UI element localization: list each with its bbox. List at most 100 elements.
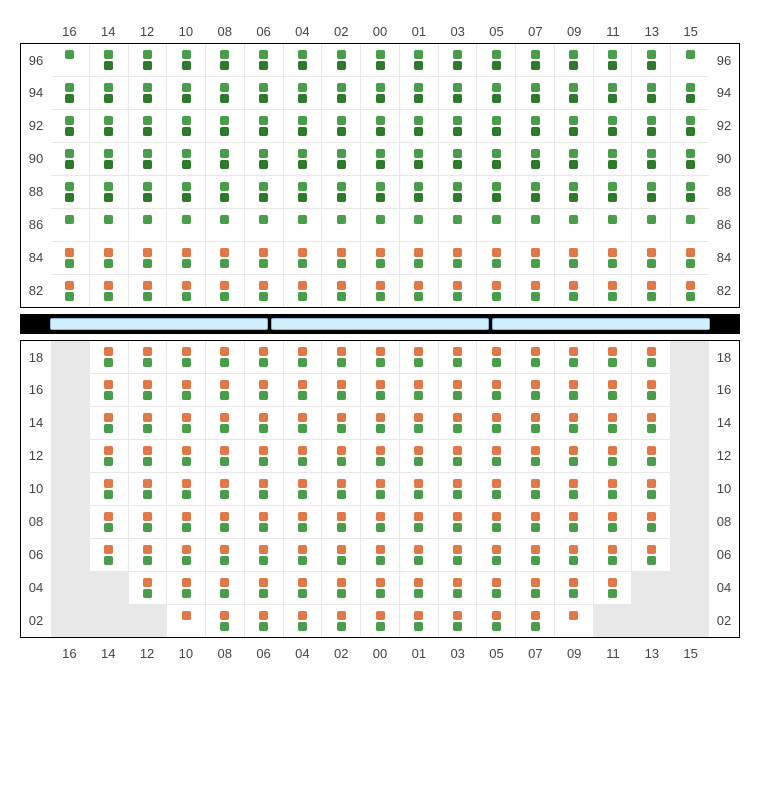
seat-cell[interactable] — [322, 209, 361, 241]
seat-cell[interactable] — [439, 374, 478, 406]
seat-cell[interactable] — [361, 539, 400, 571]
seat-cell[interactable] — [322, 539, 361, 571]
seat-cell[interactable] — [206, 539, 245, 571]
seat-cell[interactable] — [129, 275, 168, 307]
seat-cell[interactable] — [555, 605, 594, 637]
seat-cell[interactable] — [167, 440, 206, 472]
seat-cell[interactable] — [361, 605, 400, 637]
seat-cell[interactable] — [284, 407, 323, 439]
seat-cell[interactable] — [206, 110, 245, 142]
seat-cell[interactable] — [90, 539, 129, 571]
seat-cell[interactable] — [400, 407, 439, 439]
seat-cell[interactable] — [245, 143, 284, 175]
seat-cell[interactable] — [516, 44, 555, 76]
seat-cell[interactable] — [400, 506, 439, 538]
seat-cell[interactable] — [167, 110, 206, 142]
seat-cell[interactable] — [671, 110, 709, 142]
seat-cell[interactable] — [400, 374, 439, 406]
seat-cell[interactable] — [439, 44, 478, 76]
seat-cell[interactable] — [167, 407, 206, 439]
seat-cell[interactable] — [167, 374, 206, 406]
seat-cell[interactable] — [284, 374, 323, 406]
seat-cell[interactable] — [400, 110, 439, 142]
seat-cell[interactable] — [322, 341, 361, 373]
seat-cell[interactable] — [555, 374, 594, 406]
seat-cell[interactable] — [516, 539, 555, 571]
seat-cell[interactable] — [400, 341, 439, 373]
seat-cell[interactable] — [400, 275, 439, 307]
seat-cell[interactable] — [594, 143, 633, 175]
seat-cell[interactable] — [322, 374, 361, 406]
seat-cell[interactable] — [555, 473, 594, 505]
seat-cell[interactable] — [206, 44, 245, 76]
seat-cell[interactable] — [284, 539, 323, 571]
seat-cell[interactable] — [516, 77, 555, 109]
seat-cell[interactable] — [129, 44, 168, 76]
seat-cell[interactable] — [671, 143, 709, 175]
seat-cell[interactable] — [322, 110, 361, 142]
seat-cell[interactable] — [632, 440, 671, 472]
seat-cell[interactable] — [477, 209, 516, 241]
seat-cell[interactable] — [129, 77, 168, 109]
seat-cell[interactable] — [90, 176, 129, 208]
seat-cell[interactable] — [245, 506, 284, 538]
seat-cell[interactable] — [206, 506, 245, 538]
seat-cell[interactable] — [322, 143, 361, 175]
seat-cell[interactable] — [129, 506, 168, 538]
seat-cell[interactable] — [555, 275, 594, 307]
seat-cell[interactable] — [671, 77, 709, 109]
seat-cell[interactable] — [167, 176, 206, 208]
seat-cell[interactable] — [439, 473, 478, 505]
seat-cell[interactable] — [51, 77, 90, 109]
seat-cell[interactable] — [477, 110, 516, 142]
seat-cell[interactable] — [477, 473, 516, 505]
seat-cell[interactable] — [284, 77, 323, 109]
seat-cell[interactable] — [671, 275, 709, 307]
seat-cell[interactable] — [594, 407, 633, 439]
seat-cell[interactable] — [361, 143, 400, 175]
seat-cell[interactable] — [361, 44, 400, 76]
seat-cell[interactable] — [439, 176, 478, 208]
seat-cell[interactable] — [439, 572, 478, 604]
seat-cell[interactable] — [284, 473, 323, 505]
seat-cell[interactable] — [361, 374, 400, 406]
seat-cell[interactable] — [632, 77, 671, 109]
seat-cell[interactable] — [400, 440, 439, 472]
seat-cell[interactable] — [477, 539, 516, 571]
seat-cell[interactable] — [322, 44, 361, 76]
seat-cell[interactable] — [361, 209, 400, 241]
seat-cell[interactable] — [206, 473, 245, 505]
seat-cell[interactable] — [206, 275, 245, 307]
seat-cell[interactable] — [594, 506, 633, 538]
seat-cell[interactable] — [284, 44, 323, 76]
seat-cell[interactable] — [206, 209, 245, 241]
seat-cell[interactable] — [206, 176, 245, 208]
seat-cell[interactable] — [90, 473, 129, 505]
seat-cell[interactable] — [555, 539, 594, 571]
seat-cell[interactable] — [671, 209, 709, 241]
seat-cell[interactable] — [594, 242, 633, 274]
seat-cell[interactable] — [555, 143, 594, 175]
seat-cell[interactable] — [477, 242, 516, 274]
seat-cell[interactable] — [90, 506, 129, 538]
seat-cell[interactable] — [90, 374, 129, 406]
seat-cell[interactable] — [632, 44, 671, 76]
seat-cell[interactable] — [51, 275, 90, 307]
seat-cell[interactable] — [516, 506, 555, 538]
seat-cell[interactable] — [361, 242, 400, 274]
seat-cell[interactable] — [477, 77, 516, 109]
seat-cell[interactable] — [322, 506, 361, 538]
seat-cell[interactable] — [206, 605, 245, 637]
seat-cell[interactable] — [322, 473, 361, 505]
seat-cell[interactable] — [361, 176, 400, 208]
seat-cell[interactable] — [284, 209, 323, 241]
seat-cell[interactable] — [477, 407, 516, 439]
seat-cell[interactable] — [439, 110, 478, 142]
seat-cell[interactable] — [129, 407, 168, 439]
seat-cell[interactable] — [322, 242, 361, 274]
seat-cell[interactable] — [400, 242, 439, 274]
seat-cell[interactable] — [400, 143, 439, 175]
seat-cell[interactable] — [555, 341, 594, 373]
seat-cell[interactable] — [516, 605, 555, 637]
seat-cell[interactable] — [632, 176, 671, 208]
